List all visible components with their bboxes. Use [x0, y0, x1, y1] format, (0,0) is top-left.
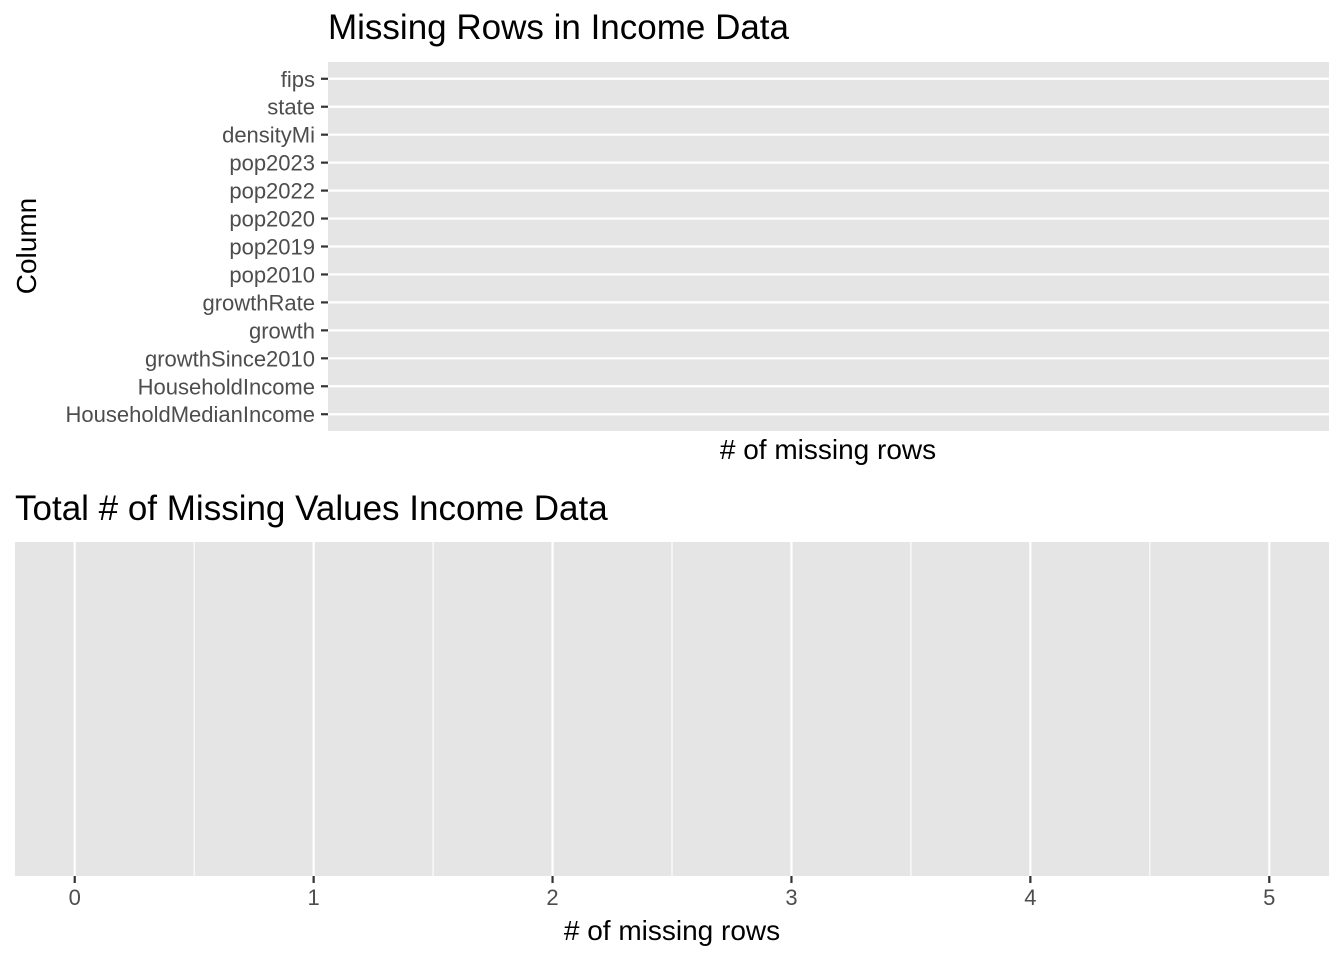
bottom-x-tick-label: 3	[785, 885, 797, 910]
bottom-x-axis-label: # of missing rows	[564, 915, 780, 946]
top-y-tick-label: HouseholdIncome	[138, 374, 315, 399]
top-y-tick-label: fips	[281, 67, 315, 92]
bottom-chart: Total # of Missing Values Income Data 0 1…	[15, 489, 1329, 946]
top-y-tick-label: pop2022	[229, 179, 315, 204]
top-y-tick-label: pop2019	[229, 235, 315, 260]
top-y-tick-labels: fips state densityMi pop2023 pop2022 pop2020 p…	[66, 67, 316, 427]
bottom-x-tick-label: 1	[308, 885, 320, 910]
bottom-x-tick-label: 4	[1024, 885, 1036, 910]
bottom-chart-title: Total # of Missing Values Income Data	[15, 489, 608, 528]
bottom-x-ticks	[73, 876, 1271, 883]
top-y-tick-label: growth	[249, 318, 315, 343]
top-y-tick-label: growthRate	[202, 290, 315, 315]
top-y-ticks	[321, 77, 328, 416]
bottom-x-tick-label: 2	[546, 885, 558, 910]
top-chart: Missing Rows in Income Data fips state den…	[11, 8, 1329, 465]
top-y-axis-label: Column	[11, 198, 42, 294]
top-y-tick-label: pop2010	[229, 262, 315, 287]
top-x-axis-label: # of missing rows	[720, 434, 936, 465]
top-gridlines	[328, 77, 1329, 416]
top-y-tick-label: pop2020	[229, 207, 315, 232]
top-y-tick-label: growthSince2010	[145, 346, 315, 371]
bottom-x-tick-label: 0	[69, 885, 81, 910]
top-y-tick-label: HouseholdMedianIncome	[66, 402, 316, 427]
bottom-x-tick-labels: 0 1 2 3 4 5	[69, 885, 1276, 910]
bottom-gridlines	[73, 542, 1271, 876]
top-y-tick-label: densityMi	[222, 123, 315, 148]
top-chart-title: Missing Rows in Income Data	[328, 8, 790, 47]
top-y-tick-label: state	[267, 95, 315, 120]
bottom-x-tick-label: 5	[1263, 885, 1275, 910]
top-y-tick-label: pop2023	[229, 151, 315, 176]
